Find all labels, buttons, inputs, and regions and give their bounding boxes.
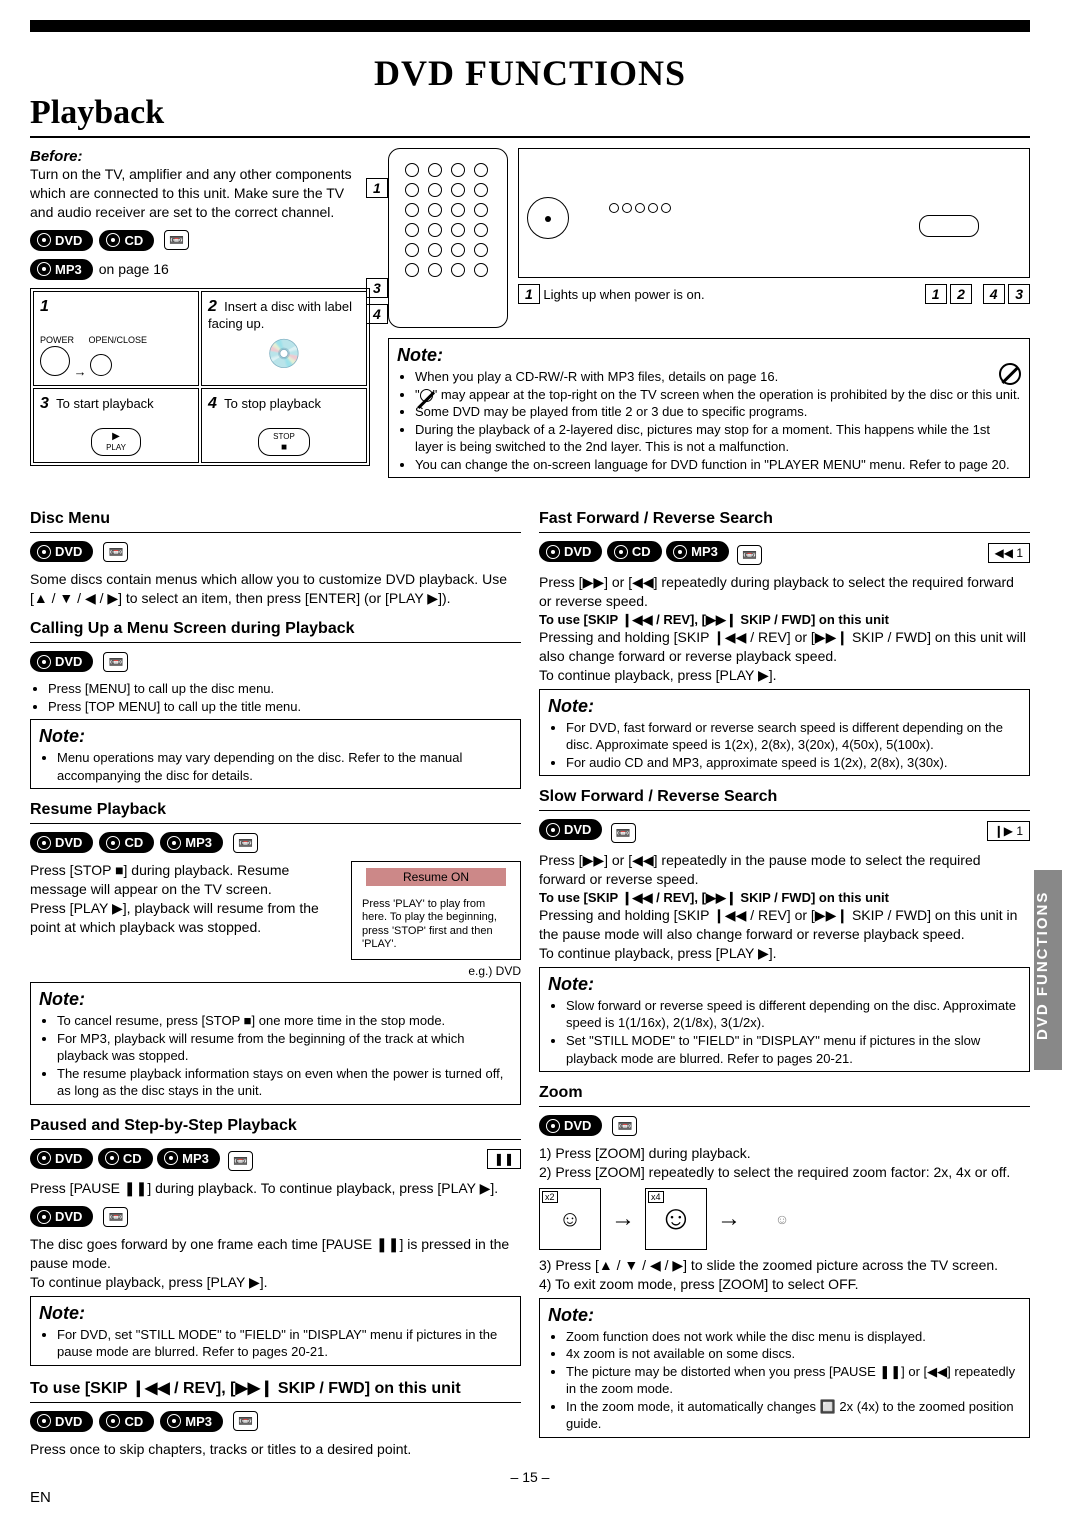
badge-dvd: DVD [30,1148,93,1169]
slow-note: Note: Slow forward or reverse speed is d… [539,967,1030,1072]
remote-callout-1: 1 [366,178,388,198]
resume-note: Note: To cancel resume, press [STOP ■] o… [30,982,521,1105]
remote-icon: 📼 [103,542,128,562]
pause-osd-icon: ❚❚ [487,1149,521,1169]
slow-heading: Slow Forward / Reverse Search [539,788,1030,806]
remote-callout-4: 4 [366,304,388,324]
badge-mp3: MP3 [30,259,93,280]
badge-mp3: MP3 [157,1148,220,1169]
remote-icon: 📼 [233,833,258,853]
zoom-heading: Zoom [539,1084,1030,1102]
badge-dvd: DVD [30,651,93,672]
badge-mp3: MP3 [160,1411,223,1432]
badge-dvd: DVD [539,541,602,562]
badge-dvd: DVD [539,1115,602,1136]
paused-p1: Press [PAUSE ❚❚] during playback. To con… [30,1179,521,1198]
zoom-fig-2x: x2☺ [539,1188,601,1250]
resume-heading: Resume Playback [30,801,521,819]
prohibit-icon [999,363,1021,385]
remote-icon: 📼 [737,545,762,565]
skip-heading: To use [SKIP ❙◀◀ / REV], [▶▶❙ SKIP / FWD… [30,1378,521,1398]
zoom-figures: x2☺ → x4☺ → ☺ [539,1188,1030,1250]
remote-diagram [388,148,508,328]
page-number: – 15 – [30,1469,1030,1485]
calling-b1: Press [MENU] to call up the disc menu. [48,680,521,698]
playback-title: Playback [30,94,1030,132]
paused-heading: Paused and Step-by-Step Playback [30,1117,521,1135]
badge-cd: CD [99,230,154,251]
top-bar [30,20,1030,32]
stop-button-icon: STOP■ [258,428,310,456]
open-button-icon [90,354,112,376]
disc-menu-text: Some discs contain menus which allow you… [30,570,521,608]
badge-dvd: DVD [30,1411,93,1432]
fast-sub: To use [SKIP ❙◀◀ / REV], [▶▶❙ SKIP / FWD… [539,611,1030,629]
badge-dvd: DVD [30,832,93,853]
zoom-note: Note: Zoom function does not work while … [539,1298,1030,1438]
fast-heading: Fast Forward / Reverse Search [539,510,1030,528]
slow-p2: Pressing and holding [SKIP ❙◀◀ / REV] or… [539,906,1030,944]
remote-icon: 📼 [612,1116,637,1136]
lights-label: Lights up when power is on. [543,287,704,302]
remote-icon: 📼 [233,1411,258,1431]
badge-cd: CD [99,1411,154,1432]
badge-mp3: MP3 [160,832,223,853]
badge-cd: CD [607,541,662,562]
paused-note: Note: For DVD, set "STILL MODE" to "FIEL… [30,1296,521,1366]
player-diagram [518,148,1030,278]
zoom-fig-off: ☺ [751,1188,813,1250]
play-button-icon: ▶PLAY [91,428,141,456]
disc-menu-heading: Disc Menu [30,510,521,528]
power-button-icon [40,346,70,376]
slow-osd-icon: ❙▶ 1 [987,821,1030,841]
fast-note: Note: For DVD, fast forward or reverse s… [539,689,1030,777]
badge-cd: CD [99,832,154,853]
steps-table: 1 POWER OPEN/CLOSE → 2 Insert a disc wit… [30,288,370,466]
zoom-fig-4x: x4☺ [645,1188,707,1250]
insert-disc-icon: 💿 [267,338,302,369]
slow-p1: Press [▶▶] or [◀◀] repeatedly in the pau… [539,851,1030,889]
note-block-1: Note: When you play a CD-RW/-R with MP3 … [388,338,1030,478]
calling-note: Note: Menu operations may vary depending… [30,719,521,789]
slow-sub: To use [SKIP ❙◀◀ / REV], [▶▶❙ SKIP / FWD… [539,889,1030,907]
zoom-s3: 3) Press [▲ / ▼ / ◀ / ▶] to slide the zo… [539,1256,1030,1275]
remote-icon: 📼 [228,1151,253,1171]
before-label: Before: [30,148,370,165]
mp3-page-ref: on page 16 [99,260,169,279]
calling-b2: Press [TOP MENU] to call up the title me… [48,698,521,716]
side-tab: DVD FUNCTIONS [1034,870,1062,1070]
lang-label: EN [30,1489,1030,1506]
section-rule [30,136,1030,138]
badge-dvd: DVD [30,541,93,562]
before-text: Turn on the TV, amplifier and any other … [30,165,370,222]
resume-popup: Resume ON Press 'PLAY' to play from here… [351,861,521,960]
zoom-s2: 2) Press [ZOOM] repeatedly to select the… [539,1163,1030,1182]
fast-p2: Pressing and holding [SKIP ❙◀◀ / REV] or… [539,628,1030,666]
rewind-osd-icon: ◀◀ 1 [988,543,1030,563]
badge-dvd: DVD [539,819,602,840]
paused-p3: To continue playback, press [PLAY ▶]. [30,1273,521,1292]
remote-icon: 📼 [164,230,189,250]
slow-p3: To continue playback, press [PLAY ▶]. [539,944,1030,963]
remote-callout-3: 3 [366,278,388,298]
zoom-s1: 1) Press [ZOOM] during playback. [539,1144,1030,1163]
main-title: DVD FUNCTIONS [30,52,1030,94]
zoom-s4: 4) To exit zoom mode, press [ZOOM] to se… [539,1275,1030,1294]
fast-p1: Press [▶▶] or [◀◀] repeatedly during pla… [539,573,1030,611]
badge-dvd: DVD [30,230,93,251]
badge-dvd: DVD [30,1206,93,1227]
remote-icon: 📼 [103,652,128,672]
remote-icon: 📼 [611,823,636,843]
badge-cd: CD [98,1148,153,1169]
paused-p2: The disc goes forward by one frame each … [30,1235,521,1273]
calling-heading: Calling Up a Menu Screen during Playback [30,620,521,638]
remote-icon: 📼 [103,1207,128,1227]
skip-text: Press once to skip chapters, tracks or t… [30,1440,521,1459]
badge-mp3: MP3 [666,541,729,562]
fast-p3: To continue playback, press [PLAY ▶]. [539,666,1030,685]
resume-caption: e.g.) DVD [30,964,521,978]
